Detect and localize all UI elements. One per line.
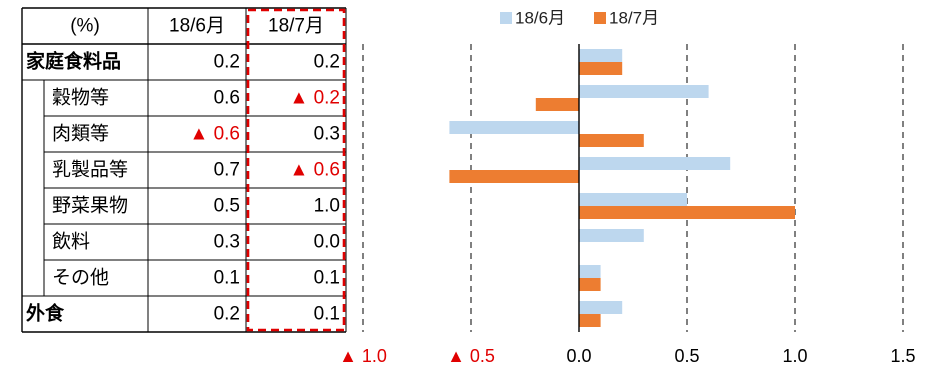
header-unit: (%) [70, 16, 100, 37]
row-label: 野菜果物 [52, 195, 128, 217]
bar-18-6-2 [449, 121, 579, 134]
cell-18-7: 0.1 [314, 268, 340, 289]
cell-18-7: 0.0 [314, 232, 340, 253]
cell-18-6: 0.3 [214, 232, 240, 253]
legend: 18/6月 18/7月 [500, 9, 659, 28]
bar-18-7-6 [579, 278, 601, 291]
x-tick-label: 0.0 [566, 346, 591, 366]
x-tick-label: 1.0 [782, 346, 807, 366]
row-label: 家庭食料品 [26, 50, 121, 73]
cell-18-6: 0.7 [214, 160, 240, 181]
header-col-18-6: 18/6月 [169, 16, 225, 37]
bar-18-6-6 [579, 265, 601, 278]
legend-label: 18/7月 [609, 9, 659, 28]
bar-18-7-0 [579, 62, 623, 75]
cell-18-7: 0.2 [314, 52, 340, 73]
cell-18-6: 0.2 [214, 52, 240, 73]
x-tick-label: ▲ 0.5 [447, 346, 495, 366]
cell-18-7: ▲ 0.2 [290, 88, 341, 109]
row-label: 飲料 [52, 231, 90, 253]
bar-18-6-1 [579, 85, 709, 98]
x-tick-label: 1.5 [890, 346, 915, 366]
bar-18-6-3 [579, 157, 731, 170]
x-tick-label: ▲ 1.0 [339, 346, 387, 366]
bar-18-7-1 [535, 98, 579, 111]
cell-18-6: 0.6 [214, 88, 240, 109]
header-col-18-7: 18/7月 [268, 16, 324, 37]
bar-18-7-2 [579, 134, 644, 147]
cell-18-6: ▲ 0.6 [190, 124, 241, 145]
cell-18-7: 1.0 [314, 196, 340, 217]
cell-18-6: 0.5 [214, 196, 240, 217]
legend-swatch [594, 12, 606, 24]
row-label: その他 [52, 267, 109, 289]
bar-18-7-7 [579, 314, 601, 327]
bar-18-7-4 [579, 206, 795, 219]
row-label: 肉類等 [52, 123, 109, 145]
bar-18-6-7 [579, 301, 623, 314]
cell-18-6: 0.1 [214, 268, 240, 289]
bar-18-6-0 [579, 49, 623, 62]
row-label: 乳製品等 [52, 159, 128, 181]
legend-swatch [500, 12, 512, 24]
bar-18-7-3 [449, 170, 579, 183]
row-label: 外食 [26, 302, 65, 325]
legend-label: 18/6月 [515, 9, 565, 28]
bar-18-6-5 [579, 229, 644, 242]
x-tick-label: 0.5 [674, 346, 699, 366]
bar-18-6-4 [579, 193, 687, 206]
cell-18-7: 0.1 [314, 304, 340, 325]
cell-18-7: 0.3 [314, 124, 340, 145]
cell-18-7: ▲ 0.6 [290, 160, 341, 181]
cell-18-6: 0.2 [214, 304, 240, 325]
row-label: 穀物等 [52, 87, 109, 109]
